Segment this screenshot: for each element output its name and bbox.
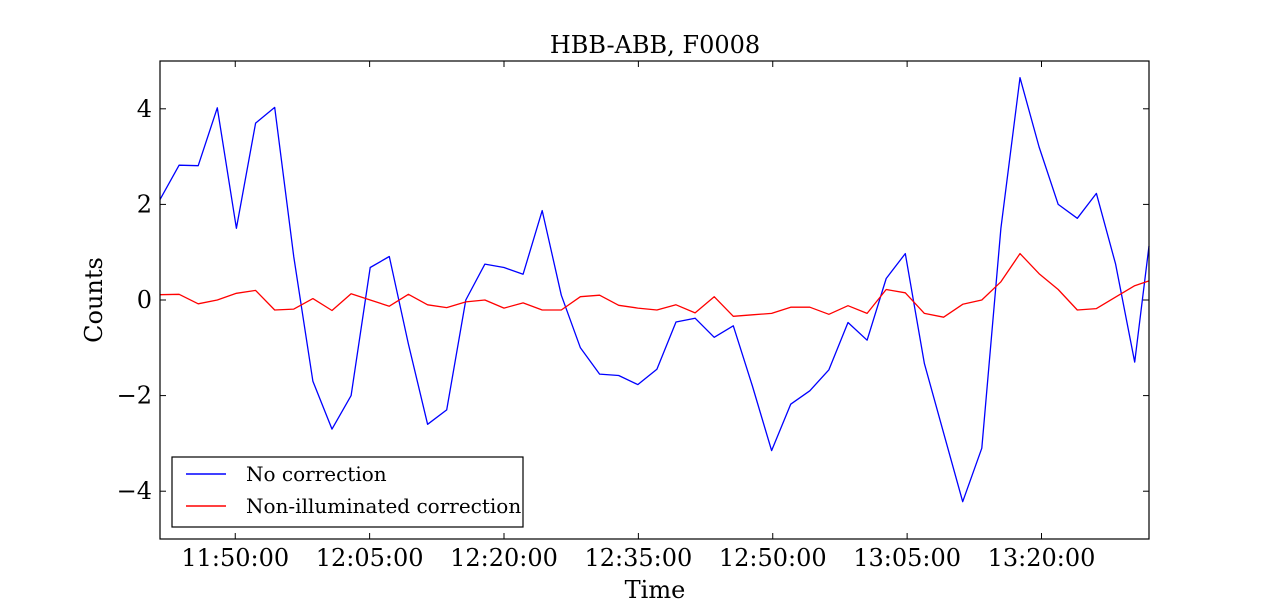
x-tick-label: 12:50:00: [719, 544, 827, 572]
x-tick-label: 12:05:00: [316, 544, 424, 572]
legend-label-non-illuminated-correction: Non-illuminated correction: [246, 494, 521, 518]
y-tick-label: 2: [137, 190, 152, 218]
legend: No correction Non-illuminated correction: [171, 456, 524, 528]
series-layer: [159, 77, 1150, 503]
x-tick-label: 13:05:00: [853, 544, 961, 572]
series-line-non-illuminated-correction: [159, 252, 1150, 318]
x-axis-label: Time: [625, 576, 686, 600]
x-ticks: 11:50:00 12:05:00 12:20:00 12:35:00 12:50:00…: [181, 61, 1095, 572]
x-tick-label: 13:20:00: [988, 544, 1096, 572]
chart-title: HBB-ABB, F0008: [550, 31, 760, 59]
x-tick-label: 12:35:00: [584, 544, 692, 572]
x-tick-label: 12:20:00: [450, 544, 558, 572]
y-tick-label: 0: [137, 286, 152, 314]
series-line-no-correction: [159, 77, 1150, 503]
y-axis-label: Counts: [80, 257, 108, 343]
legend-box: [171, 456, 524, 528]
y-tick-label: 4: [137, 95, 152, 123]
y-ticks: −4 −2 0 2 4: [117, 95, 1149, 505]
x-tick-label: 11:50:00: [181, 544, 289, 572]
y-tick-label: −2: [117, 382, 152, 410]
y-tick-label: −4: [117, 477, 152, 505]
legend-label-no-correction: No correction: [246, 462, 387, 486]
